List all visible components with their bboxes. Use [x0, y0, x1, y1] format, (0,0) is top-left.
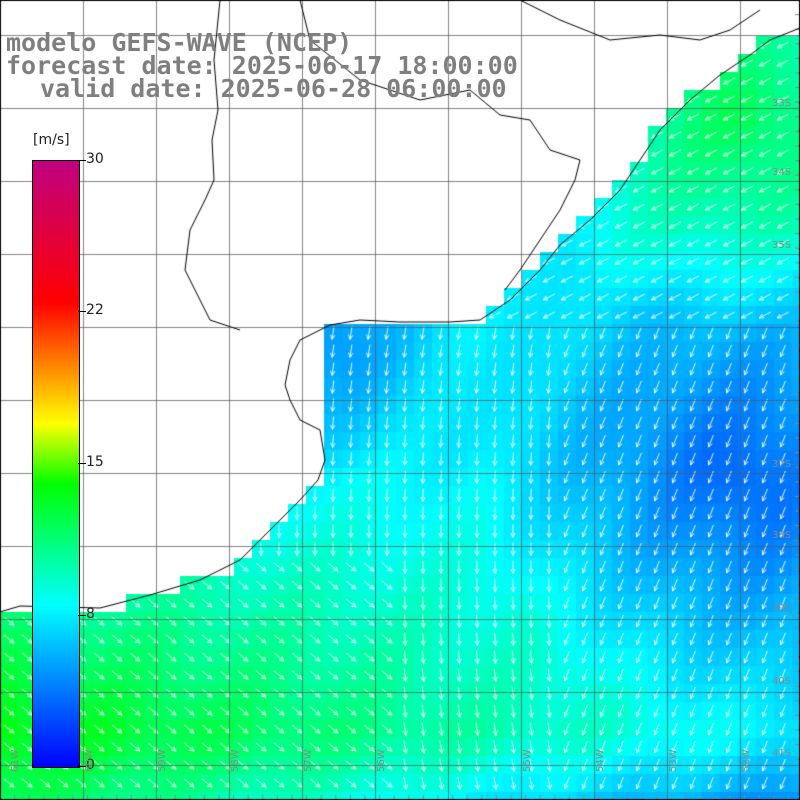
forecast-date: forecast date: 2025-06-17 18:00:00 — [6, 51, 518, 80]
lat-label: 41S — [772, 748, 792, 759]
lat-label: 40S — [772, 676, 792, 687]
colorbar-tick-label: 0 — [86, 757, 95, 773]
lon-label: 55W — [522, 749, 533, 772]
lon-label: 53W — [668, 749, 679, 772]
lon-label: 56W — [376, 749, 387, 772]
colorbar-tick-label: 30 — [86, 151, 104, 167]
lat-label: 34S — [772, 167, 792, 178]
lat-label: 38S — [772, 530, 792, 541]
colorbar-tick-mark — [78, 311, 86, 312]
lon-label: 61W — [10, 749, 21, 772]
colorbar-tick-mark — [78, 463, 86, 464]
lat-label: 33S — [772, 98, 792, 109]
colorbar-tick-mark — [78, 766, 86, 767]
lon-label: 58W — [230, 749, 241, 772]
colorbar — [32, 160, 80, 768]
colorbar-units: [m/s] — [33, 132, 70, 148]
colorbar-tick-label: 22 — [86, 302, 104, 318]
lat-label: 39S — [772, 603, 792, 614]
valid-date: valid date: 2025-06-28 06:00:00 — [40, 74, 507, 103]
model-title: modelo GEFS-WAVE (NCEP) — [6, 28, 353, 57]
lat-label: 37S — [772, 459, 792, 470]
lat-label: 35S — [772, 240, 792, 251]
colorbar-tick-mark — [78, 160, 86, 161]
colorbar-tick-label: 8 — [86, 606, 95, 622]
lon-label: 59W — [157, 749, 168, 772]
lon-label: 54W — [595, 749, 606, 772]
lon-label: 60W — [84, 749, 95, 772]
colorbar-tick-mark — [78, 615, 86, 616]
lon-label: 52W — [741, 749, 752, 772]
colorbar-tick-label: 15 — [86, 454, 104, 470]
lon-label: 57W — [303, 749, 314, 772]
